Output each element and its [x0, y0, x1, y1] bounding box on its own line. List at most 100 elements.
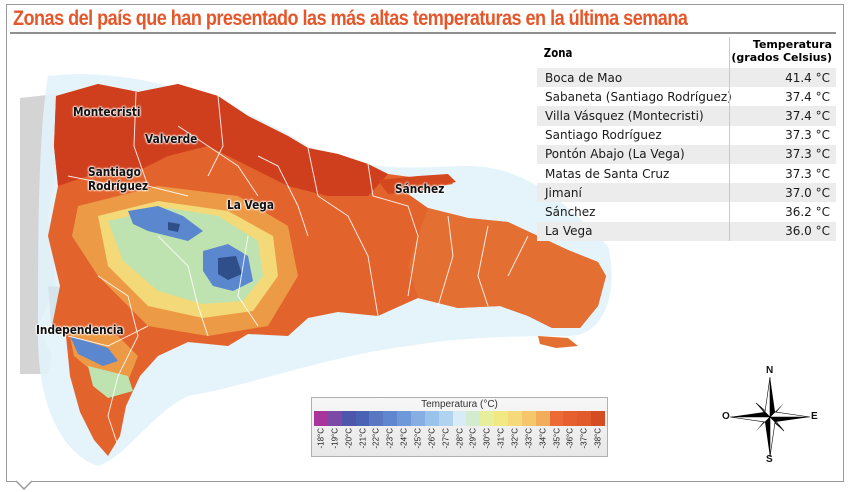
- legend-swatch: [521, 411, 536, 426]
- legend-tick: -26°C: [425, 428, 439, 456]
- temp-cell: 37.4 °C: [729, 87, 836, 107]
- legend-tick-label: -28°C: [455, 428, 465, 449]
- map-label-santiago-line1: Santiago: [88, 165, 141, 179]
- island-outline: [48, 84, 606, 456]
- temp-cell: 36.2 °C: [729, 202, 836, 222]
- table-row: Villa Vásquez (Montecristi) 37.4 °C: [537, 106, 836, 126]
- legend-tick-label: -36°C: [565, 428, 575, 449]
- legend-tick-label: -33°C: [524, 428, 534, 449]
- table-row: Santiago Rodríguez 37.3 °C: [537, 125, 836, 145]
- legend-swatch: [397, 411, 412, 426]
- map-label-sanchez: Sánchez: [395, 182, 445, 196]
- temp-cell: 37.4 °C: [729, 106, 836, 126]
- table-row: Jimaní 37.0 °C: [537, 183, 836, 203]
- legend-swatch: [424, 411, 439, 426]
- zona-cell: Sabaneta (Santiago Rodríguez): [545, 89, 732, 104]
- compass-east-label: E: [811, 411, 818, 422]
- temperature-map: [20, 74, 612, 466]
- legend-tick: -29°C: [466, 428, 480, 456]
- legend-tick-labels: -18°C -19°C -20°C -21°C -22°C -23°C -24°C -25°C…: [314, 428, 605, 456]
- legend-tick: -22°C: [369, 428, 383, 456]
- legend-tick: -25°C: [411, 428, 425, 456]
- legend-swatch: [369, 411, 384, 426]
- legend-tick-label: -20°C: [344, 428, 354, 449]
- legend-tick: -19°C: [328, 428, 342, 456]
- legend-tick: -23°C: [383, 428, 397, 456]
- table-row: Sabaneta (Santiago Rodríguez) 37.4 °C: [537, 87, 836, 107]
- temperature-table: Zona Temperatura (grados Celsius) Boca d…: [537, 37, 836, 241]
- compass-star-icon: [729, 376, 811, 458]
- legend-swatch: [480, 411, 495, 426]
- table-header: Zona Temperatura (grados Celsius): [537, 37, 836, 68]
- legend-tick: -30°C: [480, 428, 494, 456]
- column-header-temperatura: Temperatura (grados Celsius): [729, 37, 836, 68]
- column-header-temp-line2: (grados Celsius): [731, 51, 832, 64]
- legend-tick: -34°C: [536, 428, 550, 456]
- temp-cell: 37.3 °C: [729, 163, 836, 184]
- legend-swatch: [494, 411, 509, 426]
- infographic-title: Zonas del país que han presentado las má…: [13, 7, 688, 30]
- map-label-santiago-line2: Rodríguez: [88, 179, 149, 193]
- legend-tick: -32°C: [508, 428, 522, 456]
- table-row: Matas de Santa Cruz 37.3 °C: [537, 163, 836, 184]
- legend-swatch: [411, 411, 425, 426]
- column-header-zona: Zona: [543, 46, 573, 60]
- province-borders: [67, 91, 529, 447]
- legend-swatch: [327, 411, 342, 426]
- compass-rose: N S E O: [718, 365, 822, 466]
- legend-tick-label: -38°C: [593, 428, 603, 449]
- legend-tick-label: -30°C: [482, 428, 492, 449]
- table-row: Pontón Abajo (La Vega) 37.3 °C: [537, 144, 836, 164]
- temp-cell: 37.3 °C: [729, 125, 836, 145]
- map-label-valverde: Valverde: [145, 132, 198, 146]
- table-row: Boca de Mao 41.4 °C: [537, 68, 836, 88]
- legend-title: Temperatura (°C): [421, 399, 498, 410]
- legend-tick-label: -21°C: [358, 428, 367, 449]
- temp-cell: 36.0 °C: [729, 221, 836, 241]
- legend-tick-label: -22°C: [371, 428, 381, 449]
- zona-cell: Villa Vásquez (Montecristi): [545, 108, 704, 123]
- legend-tick: -35°C: [550, 428, 564, 456]
- legend-tick: -37°C: [577, 428, 591, 456]
- temp-cell: 37.0 °C: [729, 183, 836, 203]
- map-label-la-vega: La Vega: [227, 198, 274, 212]
- legend-tick-label: -19°C: [330, 428, 340, 449]
- legend-tick: -20°C: [342, 428, 356, 456]
- legend-tick-label: -25°C: [413, 428, 423, 449]
- zona-cell: Matas de Santa Cruz: [545, 166, 670, 181]
- map-label-independencia: Independencia: [36, 323, 124, 337]
- legend-swatch: [466, 411, 481, 426]
- legend-swatch: [535, 411, 550, 426]
- legend-tick: -27°C: [439, 428, 453, 456]
- legend-swatch: [452, 411, 467, 426]
- legend-tick: -36°C: [563, 428, 577, 456]
- legend-swatch: [438, 411, 453, 426]
- legend-swatch: [591, 411, 606, 426]
- zona-cell: Santiago Rodríguez: [545, 128, 662, 143]
- legend-tick-label: -37°C: [579, 428, 589, 449]
- legend-tick-label: -32°C: [510, 428, 520, 449]
- legend-swatch: [563, 411, 578, 426]
- zona-cell: Boca de Mao: [545, 70, 623, 85]
- legend-tick-label: -26°C: [427, 428, 437, 449]
- legend-swatch: [314, 411, 328, 426]
- legend-tick-label: -31°C: [496, 428, 506, 449]
- compass-south-label: S: [766, 454, 773, 465]
- title-divider: [10, 32, 836, 34]
- legend-tick: -33°C: [522, 428, 536, 456]
- map-label-montecristi: Montecristi: [73, 105, 141, 119]
- legend-tick-label: -23°C: [385, 428, 395, 449]
- legend-tick-label: -18°C: [316, 428, 326, 449]
- legend-tick-label: -35°C: [552, 428, 562, 449]
- legend-swatch: [549, 411, 564, 426]
- legend-tick: -21°C: [356, 428, 370, 456]
- legend-tick: -31°C: [494, 428, 508, 456]
- legend-tick: -38°C: [591, 428, 605, 456]
- legend-tick-label: -34°C: [538, 428, 548, 449]
- legend-color-bar: [314, 411, 606, 426]
- legend-swatch: [508, 411, 522, 426]
- temperature-legend: Temperatura (°C) -18°C -19°C -20°C -21°C -22…: [311, 397, 608, 457]
- legend-tick-label: -29°C: [468, 428, 478, 449]
- temp-cell: 37.3 °C: [729, 144, 836, 164]
- legend-tick: -24°C: [397, 428, 411, 456]
